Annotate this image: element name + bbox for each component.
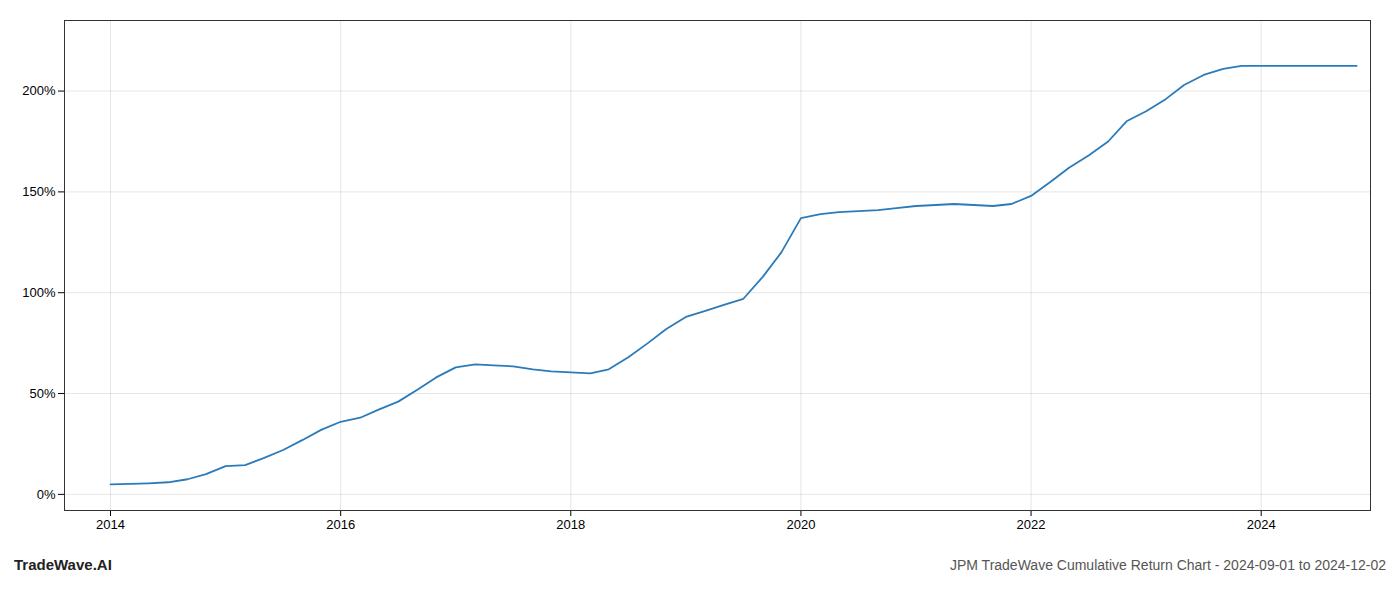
svg-text:150%: 150% <box>22 184 56 199</box>
svg-text:100%: 100% <box>22 285 56 300</box>
svg-text:2014: 2014 <box>96 517 125 532</box>
svg-text:2018: 2018 <box>556 517 585 532</box>
svg-text:2016: 2016 <box>326 517 355 532</box>
html-text:JPM TradeWave Cumulative Retur: JPM TradeWave Cumulative Return Chart - … <box>950 557 1386 573</box>
svg-text:200%: 200% <box>22 83 56 98</box>
svg-text:2022: 2022 <box>1017 517 1046 532</box>
html-text:TradeWave.AI: TradeWave.AI <box>14 556 112 573</box>
svg-text:50%: 50% <box>29 386 55 401</box>
svg-text:2020: 2020 <box>786 517 815 532</box>
svg-text:0%: 0% <box>37 487 56 502</box>
svg-text:2024: 2024 <box>1247 517 1276 532</box>
